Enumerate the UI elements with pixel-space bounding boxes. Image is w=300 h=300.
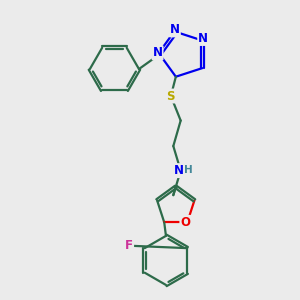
Text: N: N <box>174 164 184 177</box>
Text: S: S <box>167 89 175 103</box>
Text: N: N <box>153 46 163 59</box>
Text: F: F <box>125 239 133 252</box>
Text: N: N <box>170 23 180 36</box>
Text: H: H <box>184 165 193 175</box>
Text: O: O <box>180 216 190 229</box>
Text: N: N <box>198 32 208 45</box>
